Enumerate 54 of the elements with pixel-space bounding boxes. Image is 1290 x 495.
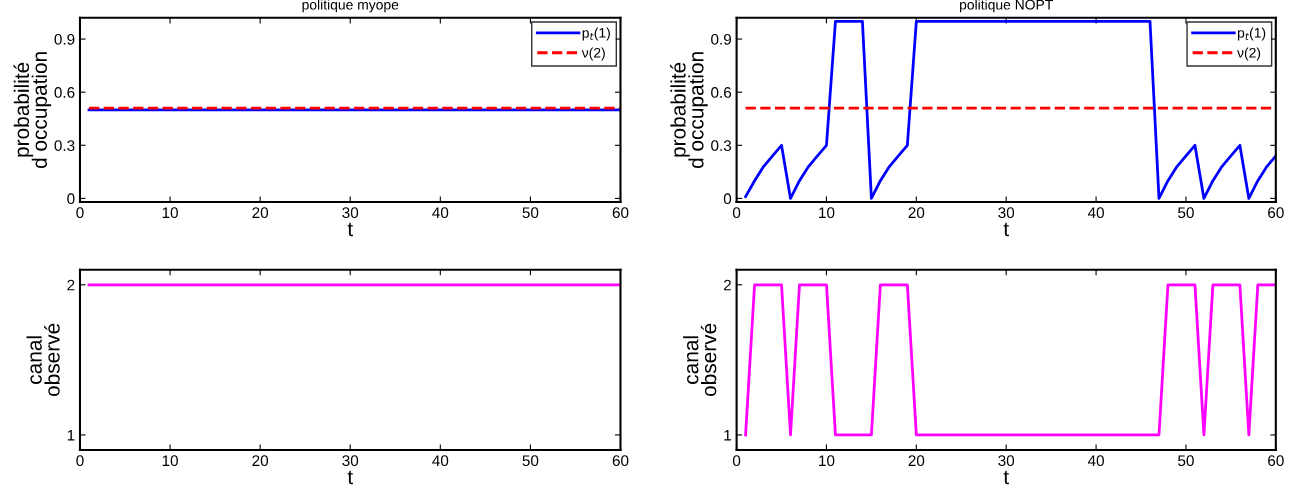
chart-title: politique NOPT (960, 0, 1053, 13)
legend-label: p$_{t}$(1) (1237, 27, 1266, 41)
x-axis-title: t (1003, 470, 1009, 485)
x-tick-label: 10 (162, 455, 178, 467)
y-axis-title: probabilité d occupation (670, 52, 708, 169)
y-tick-label: 0.9 (54, 33, 75, 45)
y-tick-label: 0 (723, 193, 732, 205)
y-tick-label: 1 (67, 429, 75, 441)
x-tick-label: 0 (732, 207, 741, 219)
x-tick-label: 0 (732, 455, 741, 467)
chart-title: politique myope (302, 0, 399, 13)
y-axis-title: canal observé (683, 323, 717, 397)
x-tick-label: 50 (522, 455, 539, 467)
y-tick-label: 0.9 (711, 33, 732, 45)
x-axis-title: t (347, 222, 353, 237)
y-tick-label: 2 (724, 279, 731, 291)
x-tick-label: 50 (1178, 455, 1194, 467)
x-tick-label: 60 (1268, 207, 1284, 219)
y-tick-label: 1 (724, 429, 731, 441)
x-tick-label: 40 (432, 455, 449, 467)
x-tick-label: 30 (342, 455, 359, 467)
x-tick-label: 20 (252, 207, 269, 219)
x-tick-label: 30 (998, 455, 1015, 467)
x-tick-label: 50 (522, 207, 539, 219)
legend-label: ν(2) (581, 47, 605, 61)
legend-label: p$_{t}$(1) (582, 27, 610, 41)
x-tick-label: 20 (908, 207, 925, 219)
x-tick-label: 0 (76, 455, 84, 467)
x-tick-label: 40 (1087, 455, 1104, 467)
x-tick-label: 10 (819, 455, 835, 467)
y-tick-label: 0.6 (711, 87, 732, 98)
y-tick-label: 2 (67, 279, 75, 291)
x-tick-label: 10 (819, 207, 835, 219)
x-tick-label: 60 (1268, 455, 1284, 467)
x-axis-title: t (1003, 222, 1009, 237)
x-axis-title: t (347, 470, 353, 485)
y-tick-label: 0.6 (54, 87, 75, 98)
x-tick-label: 30 (998, 207, 1015, 219)
y-tick-label: 0 (67, 193, 75, 205)
x-tick-label: 20 (908, 455, 925, 467)
x-tick-label: 30 (342, 207, 359, 219)
x-tick-label: 0 (76, 207, 84, 219)
x-tick-label: 60 (612, 207, 629, 219)
x-tick-label: 50 (1178, 207, 1194, 219)
x-tick-label: 40 (1087, 207, 1104, 219)
x-tick-label: 60 (612, 455, 629, 467)
x-tick-label: 40 (432, 207, 449, 219)
y-axis-title: probabilité d occupation (13, 52, 52, 169)
x-tick-label: 20 (252, 455, 269, 467)
y-tick-label: 0.3 (54, 140, 75, 151)
y-axis-title: canal observé (26, 323, 60, 397)
x-tick-label: 10 (162, 207, 178, 219)
y-tick-label: 0.3 (711, 140, 732, 151)
legend-label: ν(2) (1237, 47, 1261, 61)
